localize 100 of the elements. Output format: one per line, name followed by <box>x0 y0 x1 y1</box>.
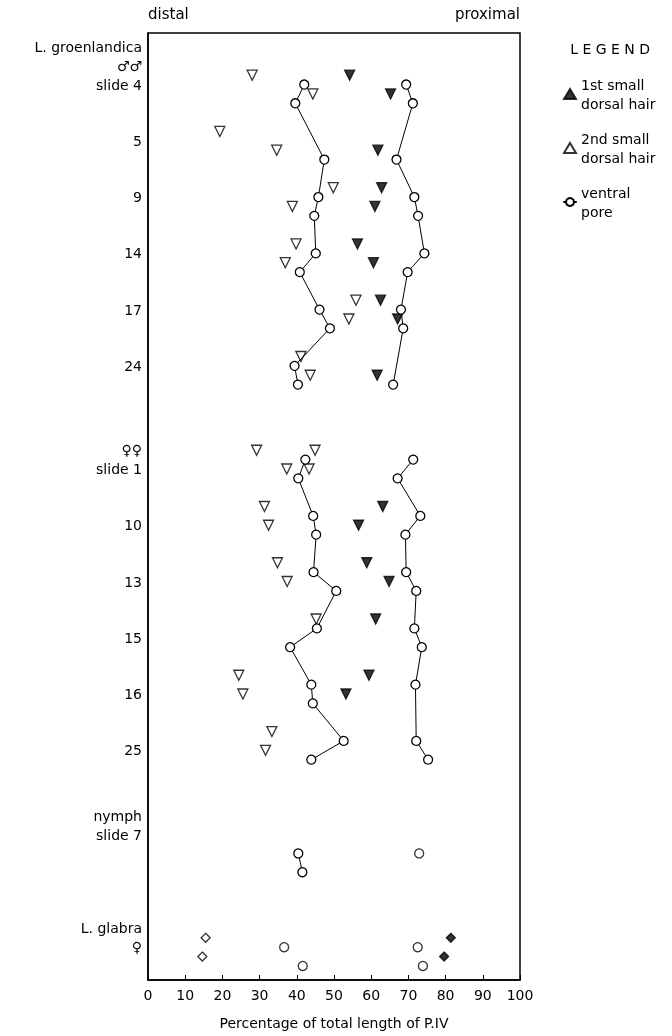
legend-title: L E G E N D <box>570 41 650 57</box>
y-tick-label: 5 <box>133 132 142 149</box>
point <box>417 960 429 972</box>
y-tick-label: 9 <box>133 189 142 206</box>
x-tick-label: 70 <box>399 987 418 1003</box>
point <box>391 154 402 165</box>
point <box>297 960 308 972</box>
point <box>411 735 422 747</box>
legend-label: ventral pore <box>581 184 635 220</box>
point <box>300 454 311 465</box>
point <box>289 360 300 371</box>
point <box>319 154 330 165</box>
point <box>370 613 382 625</box>
point <box>293 473 304 484</box>
text: distal <box>148 4 189 23</box>
point <box>237 688 249 700</box>
point <box>438 951 450 962</box>
y-tick-label: L. groenlandica <box>34 39 142 56</box>
point <box>306 679 317 690</box>
point <box>407 98 419 109</box>
point <box>250 444 263 456</box>
point <box>395 304 407 315</box>
y-tick-label: 15 <box>124 629 142 646</box>
point <box>331 585 342 597</box>
y-tick-label: slide 4 <box>96 76 143 93</box>
point <box>284 642 296 653</box>
point <box>374 294 387 306</box>
point <box>294 266 305 278</box>
point <box>401 79 412 90</box>
point <box>416 642 427 653</box>
point <box>290 238 302 250</box>
point <box>246 69 258 81</box>
point <box>200 932 211 943</box>
y-tick-label: 14 <box>124 245 143 262</box>
point <box>402 266 413 278</box>
point <box>352 519 365 531</box>
point <box>308 510 319 522</box>
point <box>383 575 395 588</box>
x-tick-label: 50 <box>325 987 343 1003</box>
text: proximal <box>454 4 520 23</box>
x-tick-label: 30 <box>250 987 269 1003</box>
point <box>338 735 349 747</box>
point <box>259 744 272 756</box>
point <box>233 669 245 681</box>
point <box>297 867 308 878</box>
point <box>384 88 397 100</box>
point <box>286 200 298 213</box>
point <box>361 557 373 569</box>
point <box>310 613 322 625</box>
x-tick-label: 10 <box>176 987 195 1003</box>
point <box>271 144 283 156</box>
point <box>309 210 320 221</box>
legend-label: 2nd small dorsal hair <box>581 130 656 166</box>
point <box>398 323 409 334</box>
point <box>279 257 291 269</box>
point <box>419 248 430 259</box>
point <box>367 257 380 269</box>
point <box>197 951 208 962</box>
point <box>307 88 319 100</box>
y-tick-label: ♀ <box>131 939 142 956</box>
point <box>311 623 323 634</box>
point <box>408 454 419 465</box>
y-tick-label: ♀♀ <box>121 442 142 459</box>
point <box>304 369 316 381</box>
point <box>214 125 226 138</box>
x-tick-label: 20 <box>213 987 232 1003</box>
point <box>324 323 336 334</box>
y-tick-label: 24 <box>124 357 143 374</box>
point <box>412 942 423 953</box>
point <box>310 248 321 259</box>
y-tick-label: 16 <box>124 686 143 703</box>
point <box>281 575 293 588</box>
point <box>363 669 375 681</box>
point <box>290 98 301 109</box>
point <box>309 444 321 456</box>
y-tick-label: 25 <box>124 742 142 759</box>
point <box>258 500 271 513</box>
point <box>371 369 383 381</box>
point <box>307 698 318 709</box>
point <box>262 519 275 531</box>
point <box>445 932 456 943</box>
y-tick-label: ♂♂ <box>116 57 142 74</box>
point <box>414 848 425 859</box>
x-tick-label: 60 <box>362 987 381 1003</box>
point <box>279 942 290 953</box>
x-tick-label: 100 <box>506 987 534 1003</box>
point <box>401 566 412 578</box>
point <box>343 313 355 325</box>
point <box>303 463 315 475</box>
point <box>350 294 362 306</box>
point <box>351 238 364 250</box>
x-tick-label: 0 <box>143 987 153 1003</box>
point <box>327 182 339 194</box>
point <box>306 754 317 765</box>
point <box>400 529 411 540</box>
point <box>299 79 310 90</box>
point <box>410 679 421 690</box>
x-tick-label: 90 <box>473 987 492 1003</box>
point <box>340 688 352 700</box>
y-tick-label: L. glabra <box>80 920 142 937</box>
